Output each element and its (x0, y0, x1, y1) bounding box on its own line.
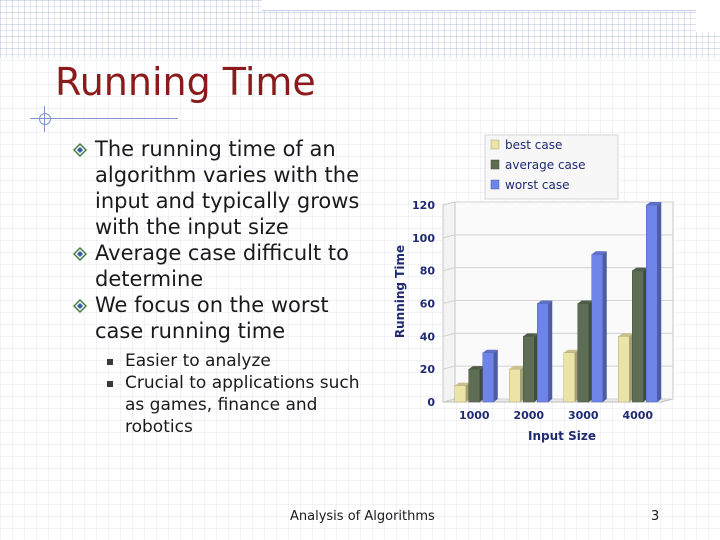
x-tick-label: 3000 (568, 409, 599, 422)
bar-worst-case (591, 254, 603, 403)
sub-bullet-text: Easier to analyze (125, 351, 271, 371)
bar-average-case (632, 270, 644, 403)
bar-top (523, 333, 539, 337)
bullet-text: The running time of an algorithm varies … (95, 137, 360, 239)
sub-bullet-list: Easier to analyze Crucial to application… (73, 350, 373, 438)
bullet-item: The running time of an algorithm varies … (73, 136, 373, 240)
y-tick-label: 100 (412, 232, 435, 245)
bar-worst-case (646, 204, 658, 403)
corner-decoration (696, 0, 720, 32)
bar-top (646, 202, 662, 205)
sub-bullet-item: Crucial to applications such as games, f… (73, 372, 373, 438)
bar-best-case (618, 336, 630, 403)
bullet-item: We focus on the worst case running time (73, 292, 373, 344)
y-tick-label: 20 (420, 363, 436, 376)
legend-swatch (490, 159, 500, 170)
y-tick-label: 0 (427, 396, 435, 409)
y-axis-label: Running Time (393, 245, 407, 338)
slide-title: Running Time (55, 60, 316, 104)
bullet-text: Average case difficult to determine (95, 241, 350, 291)
diamond-bullet-icon (73, 143, 87, 157)
y-tick-label: 60 (420, 298, 436, 311)
bar-best-case (563, 352, 575, 403)
legend-label: worst case (505, 178, 569, 192)
footer-text: Analysis of Algorithms (290, 509, 435, 524)
y-tick-label: 80 (420, 265, 436, 278)
y-tick-label: 40 (420, 330, 436, 343)
bar-top (537, 300, 553, 304)
square-bullet-icon (107, 359, 113, 365)
bar-average-case (577, 303, 589, 403)
sub-bullet-item: Easier to analyze (73, 350, 373, 372)
title-underline (30, 118, 178, 119)
bar-top (482, 349, 498, 353)
x-tick-label: 4000 (622, 409, 653, 422)
top-decoration (262, 0, 696, 11)
bar-average-case (468, 368, 480, 403)
diamond-bullet-icon (73, 247, 87, 261)
legend-swatch (490, 139, 500, 150)
legend-swatch (490, 179, 500, 190)
bar-best-case (509, 368, 521, 403)
bullet-item: Average case difficult to determine (73, 240, 373, 292)
square-bullet-icon (107, 381, 113, 387)
bar-best-case (454, 385, 466, 403)
y-tick-label: 120 (412, 199, 435, 212)
bullet-text: We focus on the worst case running time (95, 293, 329, 343)
bar-side (657, 202, 662, 402)
bar-side (493, 349, 498, 402)
bar-top (591, 251, 607, 255)
bar-top (454, 382, 470, 386)
bar-top (563, 349, 579, 353)
x-tick-label: 1000 (459, 409, 490, 422)
title-crosshair-circle (39, 113, 51, 125)
legend-label: best case (505, 138, 562, 152)
sub-bullet-text: Crucial to applications such as games, f… (125, 373, 360, 437)
running-time-bar-chart: 0 20 40 60 80 100 120 1000 2000 3000 4000 Input Siz… (393, 134, 674, 443)
bar-top (577, 300, 593, 304)
bar-top (618, 333, 634, 337)
legend-label: average case (505, 158, 586, 172)
bar-top (468, 366, 484, 370)
bar-top (509, 366, 525, 370)
chart-gridline (442, 234, 673, 239)
bar-side (602, 251, 607, 402)
bar-worst-case (482, 352, 494, 403)
bar-worst-case (537, 303, 549, 403)
bullet-list: The running time of an algorithm varies … (73, 136, 373, 438)
x-axis-label: Input Size (528, 429, 596, 443)
chart-gridline (442, 201, 673, 206)
diamond-bullet-icon (73, 299, 87, 313)
chart-legend (484, 134, 619, 200)
bar-side (548, 300, 553, 402)
x-tick-label: 2000 (513, 409, 544, 422)
bar-top (632, 267, 648, 271)
page-number: 3 (651, 509, 660, 524)
bar-average-case (523, 336, 535, 403)
